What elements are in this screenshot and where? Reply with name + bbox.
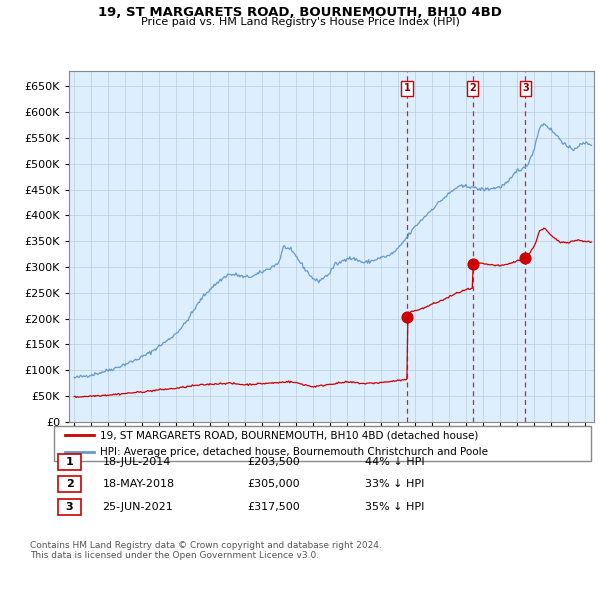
Text: 33% ↓ HPI: 33% ↓ HPI	[365, 480, 425, 489]
Text: £305,000: £305,000	[247, 480, 300, 489]
Text: 1: 1	[404, 83, 410, 93]
Point	[468, 260, 478, 269]
Text: 2: 2	[469, 83, 476, 93]
Text: £203,500: £203,500	[247, 457, 300, 467]
Text: HPI: Average price, detached house, Bournemouth Christchurch and Poole: HPI: Average price, detached house, Bour…	[100, 447, 488, 457]
Text: 19, ST MARGARETS ROAD, BOURNEMOUTH, BH10 4BD (detached house): 19, ST MARGARETS ROAD, BOURNEMOUTH, BH10…	[100, 430, 478, 440]
Text: 3: 3	[522, 83, 529, 93]
Text: Price paid vs. HM Land Registry's House Price Index (HPI): Price paid vs. HM Land Registry's House …	[140, 17, 460, 27]
Text: 19, ST MARGARETS ROAD, BOURNEMOUTH, BH10 4BD: 19, ST MARGARETS ROAD, BOURNEMOUTH, BH10…	[98, 6, 502, 19]
Text: 2: 2	[65, 480, 73, 489]
FancyBboxPatch shape	[54, 426, 591, 461]
Text: 3: 3	[66, 502, 73, 512]
Text: 25-JUN-2021: 25-JUN-2021	[103, 502, 173, 512]
Point	[403, 312, 412, 322]
FancyBboxPatch shape	[58, 476, 81, 493]
Text: £317,500: £317,500	[247, 502, 300, 512]
Text: 44% ↓ HPI: 44% ↓ HPI	[365, 457, 425, 467]
FancyBboxPatch shape	[58, 499, 81, 515]
Text: 35% ↓ HPI: 35% ↓ HPI	[365, 502, 425, 512]
Text: Contains HM Land Registry data © Crown copyright and database right 2024.: Contains HM Land Registry data © Crown c…	[30, 541, 382, 550]
Text: This data is licensed under the Open Government Licence v3.0.: This data is licensed under the Open Gov…	[30, 552, 319, 560]
FancyBboxPatch shape	[58, 454, 81, 470]
Point	[521, 253, 530, 263]
Text: 1: 1	[65, 457, 73, 467]
Text: 18-MAY-2018: 18-MAY-2018	[103, 480, 175, 489]
Text: 18-JUL-2014: 18-JUL-2014	[103, 457, 171, 467]
